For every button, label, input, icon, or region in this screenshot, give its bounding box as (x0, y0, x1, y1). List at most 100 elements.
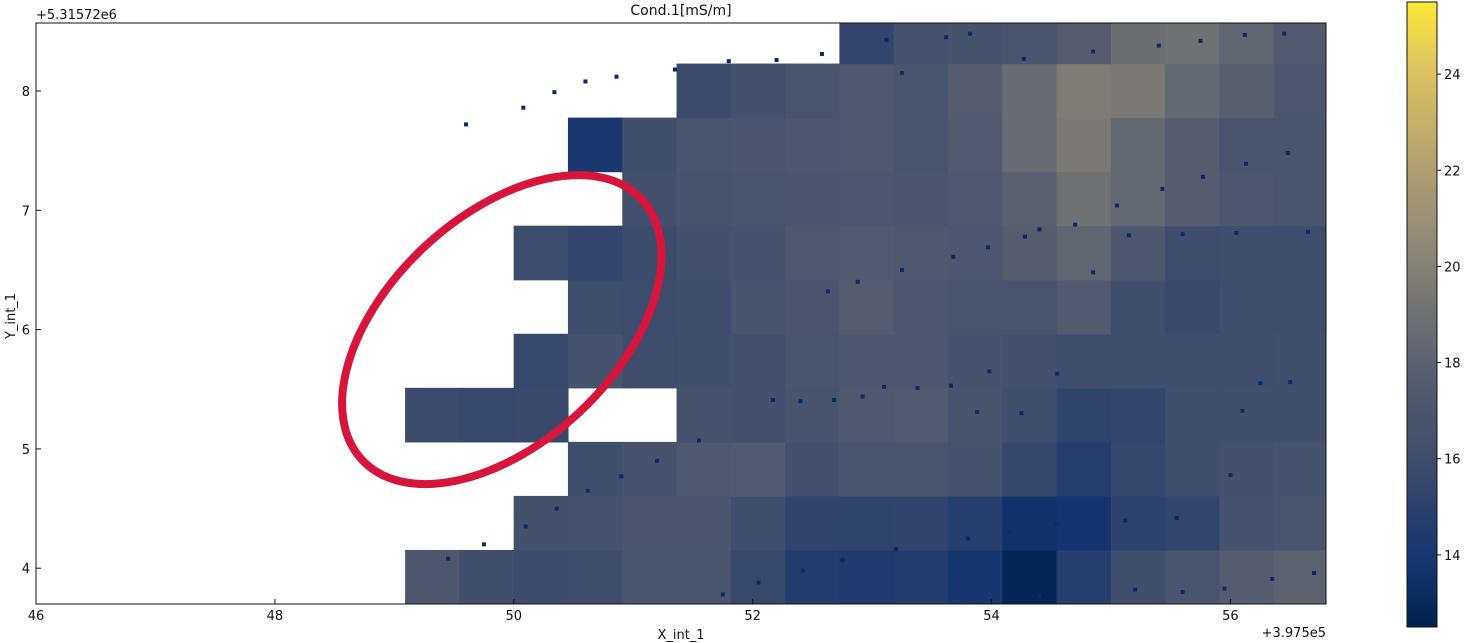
heatmap-cell (567, 549, 623, 604)
heatmap-cell (947, 495, 1003, 551)
heatmap-cell (1328, 10, 1383, 65)
heatmap-cell (1110, 333, 1166, 389)
colorbar-tick-label: 20 (1444, 260, 1461, 275)
heatmap-cell (1002, 387, 1058, 443)
heatmap-cell (1002, 117, 1058, 173)
data-point (481, 542, 486, 547)
data-point (1091, 270, 1096, 275)
heatmap-cell (947, 387, 1003, 443)
heatmap-cell (1273, 495, 1326, 551)
data-point (975, 409, 980, 414)
data-point (1228, 473, 1233, 478)
data-point (882, 384, 887, 389)
heatmap-cell (947, 225, 1003, 281)
heatmap-cell (676, 117, 732, 173)
heatmap-cell (730, 387, 786, 443)
x-tick-label: 56 (1222, 609, 1239, 624)
heatmap-cell (1056, 63, 1112, 119)
data-point (523, 524, 528, 529)
heatmap-cell (1056, 23, 1112, 65)
heatmap-cell (1273, 171, 1326, 227)
heatmap-cell (1219, 441, 1275, 497)
heatmap-cell (893, 23, 949, 65)
heatmap-cell (947, 117, 1003, 173)
data-point (1282, 31, 1287, 36)
data-point (985, 245, 990, 250)
y-axis-label: Y_int_1 (4, 293, 19, 340)
heatmap-cell (1165, 23, 1220, 65)
heatmap-cell (1328, 118, 1383, 173)
data-point (798, 399, 803, 404)
heatmap-cell (1002, 171, 1058, 227)
colorbar: 14 16 18 20 22 24 (1406, 1, 1461, 628)
data-point (1055, 522, 1060, 527)
heatmap-cell (1110, 23, 1166, 65)
data-point (756, 580, 761, 585)
heatmap-cell (730, 63, 786, 119)
heatmap-cell (1273, 441, 1326, 497)
heatmap-cell (676, 387, 732, 443)
heatmap-cell (1328, 550, 1383, 605)
data-point (585, 488, 590, 493)
heatmap-cell (1110, 171, 1166, 227)
x-tick-label: 50 (506, 609, 523, 624)
data-point (673, 67, 678, 72)
heatmap-cell (785, 387, 840, 443)
heatmap-cell (622, 117, 678, 173)
data-point (1174, 516, 1179, 521)
heatmap-cell (567, 117, 623, 173)
heatmap-cell (839, 279, 895, 335)
heatmap-cell (1219, 171, 1275, 227)
heatmap-cell (1110, 387, 1166, 443)
x-tick-label: 54 (983, 609, 1000, 624)
data-points (446, 31, 1317, 598)
heatmap-cell (1110, 549, 1166, 604)
data-point (899, 71, 904, 76)
heatmap-cell (1056, 549, 1112, 604)
heatmap-cell (1165, 225, 1220, 281)
heatmap-cell (1219, 549, 1275, 604)
heatmap-cell (1165, 279, 1220, 335)
data-point (1288, 380, 1293, 385)
heatmap-cell (1273, 387, 1326, 443)
heatmap-cell (405, 387, 460, 443)
heatmap-cell (1002, 23, 1058, 65)
heatmap-cell (785, 279, 840, 335)
heatmap-cell (1056, 333, 1112, 389)
heatmap-cell (730, 225, 786, 281)
heatmap-cell (676, 495, 732, 551)
y-axis-ticks: 4 5 6 7 8 (22, 85, 41, 577)
heatmap-cell (947, 441, 1003, 497)
heatmap-cell (567, 225, 623, 281)
data-point (1180, 590, 1185, 595)
heatmap-cells (405, 10, 1383, 605)
colorbar-tick-label: 16 (1444, 453, 1461, 468)
data-point (1198, 38, 1203, 43)
data-point (1160, 186, 1165, 191)
heatmap-cell (1219, 225, 1275, 281)
data-point (1037, 593, 1042, 598)
heatmap-cell (1328, 64, 1383, 119)
heatmap-cell (622, 549, 678, 604)
heatmap-cell (676, 441, 732, 497)
x-tick-label: 52 (744, 609, 761, 624)
heatmap-cell (567, 333, 623, 389)
data-point (1180, 232, 1185, 237)
heatmap-cell (839, 171, 895, 227)
data-point (446, 556, 451, 561)
x-tick-label: 48 (267, 609, 284, 624)
colorbar-tick-label: 18 (1444, 357, 1461, 372)
heatmap-cell (622, 441, 678, 497)
heatmap-cell (567, 495, 623, 551)
data-point (860, 394, 865, 399)
data-point (1243, 161, 1248, 166)
highlight-ellipse-shape (338, 171, 666, 489)
colorbar-ticks: 14 16 18 20 22 24 (1437, 68, 1461, 564)
data-point (583, 79, 588, 84)
heatmap-cell (1273, 279, 1326, 335)
data-point (1200, 174, 1205, 179)
heatmap-cell (513, 225, 569, 281)
highlight-ellipse (338, 171, 666, 489)
heatmap-cell (785, 63, 840, 119)
heatmap-cell (1110, 63, 1166, 119)
